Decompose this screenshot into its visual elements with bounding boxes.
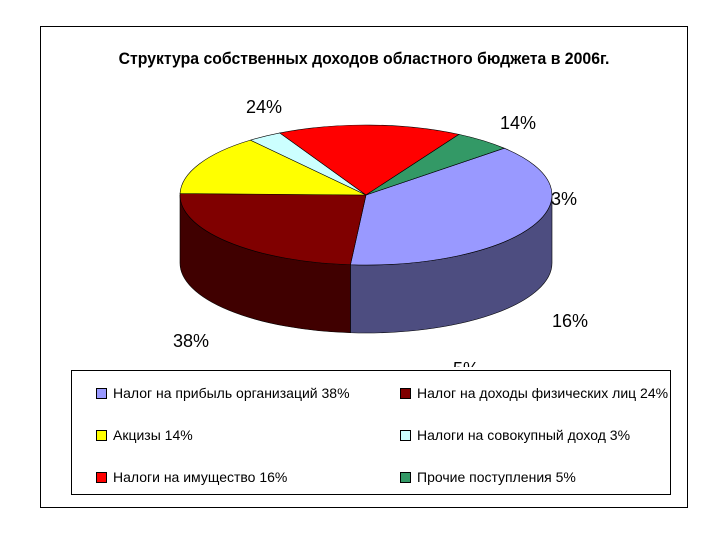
legend-swatch: [96, 472, 107, 483]
chart-frame: Структура собственных доходов областного…: [40, 26, 688, 508]
pie-sides: [179, 194, 553, 334]
value-label-profit-tax: 38%: [173, 331, 209, 351]
legend-swatch: [400, 472, 411, 483]
legend-label: Прочие поступления 5%: [417, 469, 576, 485]
pie-slice-income-tax: [179, 193, 367, 266]
value-label-aggregate-income-tax: 3%: [551, 189, 577, 209]
legend: Налог на прибыль организаций 38% Налог н…: [71, 370, 671, 495]
pie-slice-excise: [179, 139, 367, 196]
pie-slice-profit-tax: [350, 147, 553, 266]
value-label-income-tax: 24%: [246, 97, 282, 117]
legend-label: Налог на доходы физических лиц 24%: [417, 385, 669, 401]
value-label-other: 5%: [453, 359, 479, 367]
legend-swatch: [400, 388, 411, 399]
legend-label: Налог на прибыль организаций 38%: [113, 385, 350, 401]
pie-tops: [179, 124, 553, 266]
legend-swatch: [96, 430, 107, 441]
pie-chart: 38% 24% 14% 3% 16% 5%: [173, 97, 588, 367]
value-label-excise: 14%: [500, 113, 536, 133]
legend-item-property-tax: Налоги на имущество 16%: [96, 469, 287, 485]
pie-slice-other: [365, 134, 506, 196]
legend-label: Налоги на совокупный доход 3%: [417, 427, 631, 443]
pie-value-labels: 38% 24% 14% 3% 16% 5%: [173, 97, 588, 367]
legend-item-excise: Акцизы 14%: [96, 427, 193, 443]
legend-item-income-tax: Налог на доходы физических лиц 24%: [400, 385, 668, 401]
pie-slice-property-tax: [279, 124, 460, 196]
legend-label: Налоги на имущество 16%: [113, 469, 288, 485]
legend-item-profit-tax: Налог на прибыль организаций 38%: [96, 385, 350, 401]
legend-swatch: [96, 388, 107, 399]
value-label-property-tax: 16%: [552, 311, 588, 331]
legend-label: Акцизы 14%: [113, 427, 193, 443]
legend-swatch: [400, 430, 411, 441]
legend-item-other: Прочие поступления 5%: [400, 469, 576, 485]
chart-title: Структура собственных доходов областного…: [118, 49, 610, 68]
legend-item-aggregate-income-tax: Налоги на совокупный доход 3%: [400, 427, 630, 443]
